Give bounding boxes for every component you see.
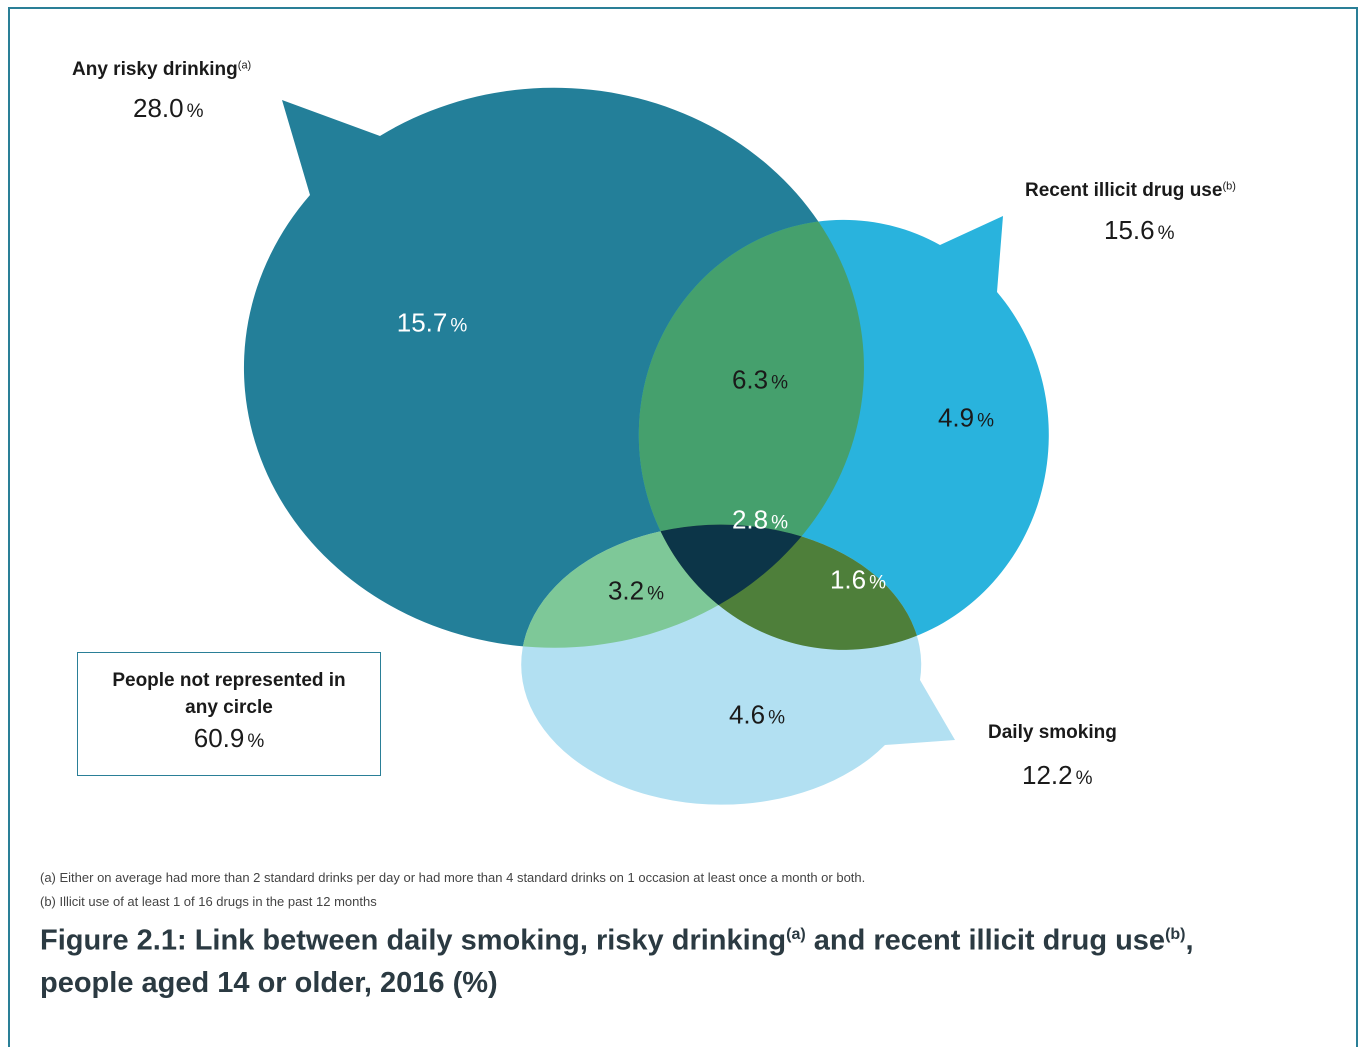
venn-diagram [243, 87, 1049, 805]
caption-part2: and recent illicit drug use [805, 924, 1166, 957]
region-value: 3.2 [607, 575, 645, 606]
footnote-b: (b) Illicit use of at least 1 of 16 drug… [40, 894, 377, 909]
region-drinking-illicit: 6.3% [732, 365, 788, 396]
illicit-total-value: 15.6 [1104, 215, 1155, 245]
caption-line2: people aged 14 or older, 2016 (%) [40, 966, 498, 999]
region-illicit-only: 4.9% [938, 403, 994, 434]
not-represented-line2: any circle [185, 697, 273, 718]
region-unit: % [768, 707, 786, 729]
region-value: 4.6 [728, 699, 766, 730]
region-value: 1.6 [829, 564, 867, 595]
smoking-total: 12.2% [1022, 760, 1093, 791]
illicit-set-label: Recent illicit drug use(b) [1025, 180, 1236, 202]
figure-frame [8, 7, 1358, 1047]
region-smoking-only: 4.6% [729, 700, 785, 731]
region-value: 6.3 [731, 364, 769, 395]
not-represented-box: People not represented in any circle 60.… [77, 652, 381, 776]
region-drinking-only: 15.7% [397, 308, 468, 339]
drinking-total: 28.0% [133, 93, 204, 124]
smoking-title: Daily smoking [988, 722, 1117, 743]
illicit-total: 15.6% [1104, 215, 1175, 246]
footnote-a: (a) Either on average had more than 2 st… [40, 870, 866, 885]
region-all-three: 2.8% [732, 505, 788, 536]
caption-part1: Figure 2.1: Link between daily smoking, … [40, 924, 787, 957]
drinking-total-value: 28.0 [133, 93, 184, 123]
not-represented-line1: People not represented in [112, 670, 346, 691]
region-value: 2.8 [731, 504, 769, 535]
region-unit: % [450, 315, 468, 337]
drinking-set-label: Any risky drinking(a) [72, 59, 251, 81]
region-unit: % [771, 512, 789, 534]
not-represented-total: 60.9% [78, 723, 380, 754]
caption-sup-b: (b) [1165, 926, 1186, 943]
illicit-title: Recent illicit drug use [1025, 180, 1223, 201]
region-unit: % [771, 372, 789, 394]
smoking-total-unit: % [1075, 768, 1093, 789]
figure-caption: Figure 2.1: Link between daily smoking, … [40, 914, 1340, 1004]
drinking-title: Any risky drinking [72, 59, 238, 80]
region-value: 15.7 [396, 307, 448, 338]
illicit-footnote-mark: (b) [1222, 180, 1236, 193]
illicit-total-unit: % [1157, 223, 1175, 244]
not-represented-value: 60.9 [193, 723, 245, 753]
region-value: 4.9 [937, 402, 975, 433]
drinking-total-unit: % [186, 101, 204, 122]
drinking-footnote-mark: (a) [237, 59, 252, 72]
region-illicit-smoking: 1.6% [830, 565, 886, 596]
smoking-total-value: 12.2 [1022, 760, 1073, 790]
region-unit: % [647, 583, 665, 605]
region-unit: % [869, 572, 887, 594]
caption-part3: , [1185, 924, 1194, 957]
caption-sup-a: (a) [786, 926, 806, 943]
region-unit: % [977, 410, 995, 432]
region-drinking-smoking: 3.2% [608, 576, 664, 607]
not-represented-unit: % [247, 731, 265, 752]
illicit-smoking-overlap [638, 524, 955, 650]
smoking-set-label: Daily smoking [988, 722, 1117, 744]
